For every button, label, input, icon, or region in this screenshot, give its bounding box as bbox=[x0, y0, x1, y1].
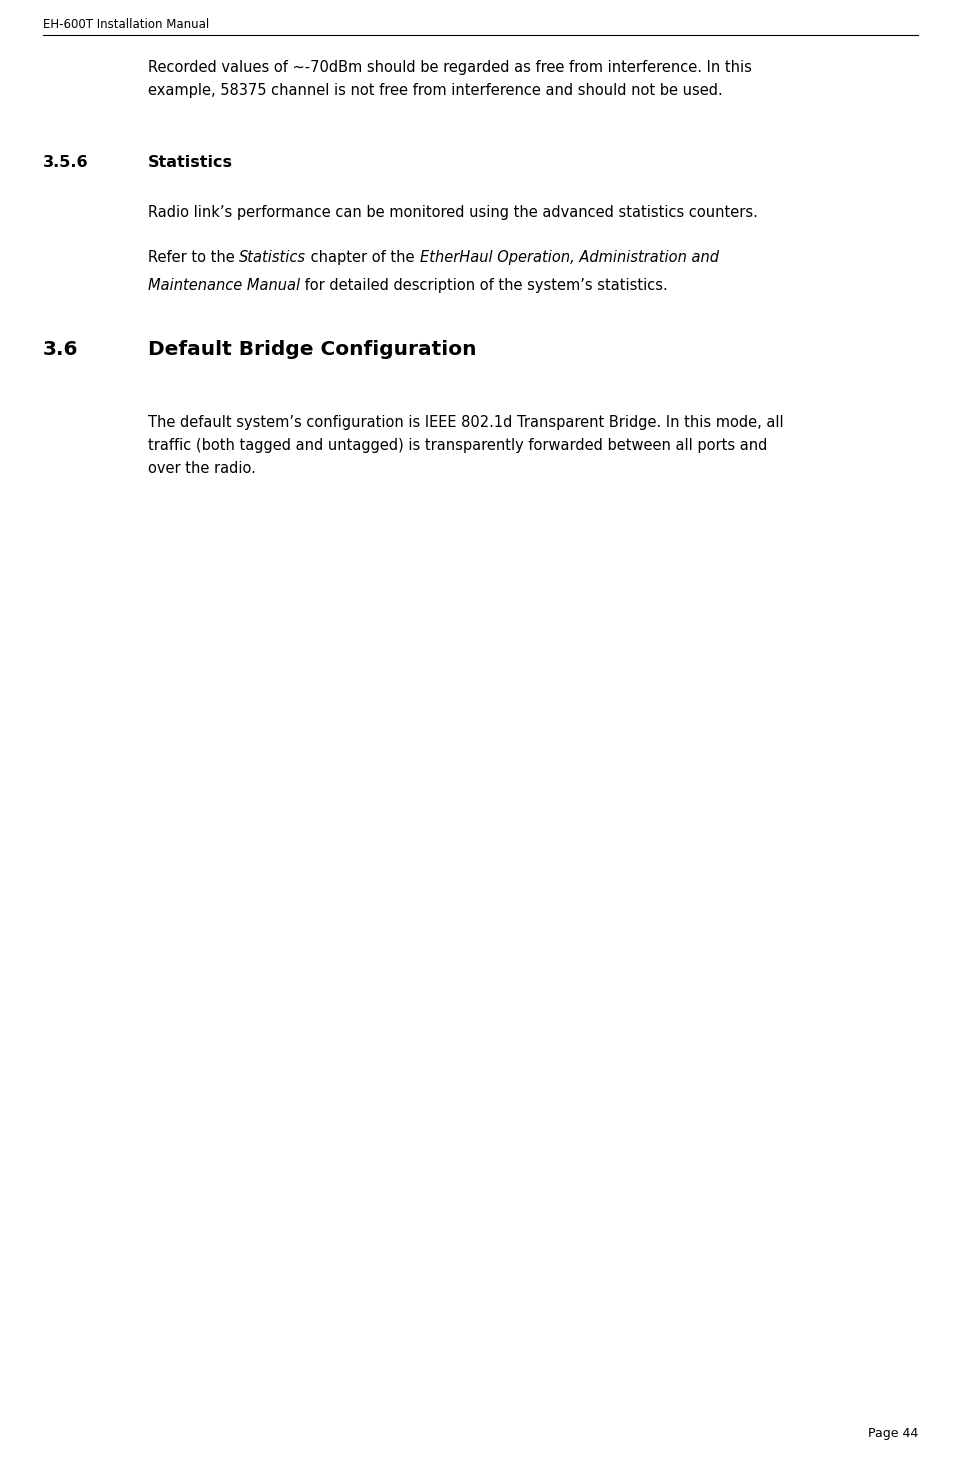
Text: Refer to the: Refer to the bbox=[148, 250, 239, 265]
Text: Statistics: Statistics bbox=[239, 250, 307, 265]
Text: chapter of the: chapter of the bbox=[307, 250, 420, 265]
Text: Default Bridge Configuration: Default Bridge Configuration bbox=[148, 340, 477, 359]
Text: Page 44: Page 44 bbox=[868, 1427, 918, 1441]
Text: The default system’s configuration is IEEE 802.1d Transparent Bridge. In this mo: The default system’s configuration is IE… bbox=[148, 414, 783, 476]
Text: Maintenance Manual: Maintenance Manual bbox=[148, 278, 300, 293]
Text: Radio link’s performance can be monitored using the advanced statistics counters: Radio link’s performance can be monitore… bbox=[148, 205, 758, 220]
Text: Statistics: Statistics bbox=[148, 155, 233, 170]
Text: Recorded values of ~-70dBm should be regarded as free from interference. In this: Recorded values of ~-70dBm should be reg… bbox=[148, 60, 752, 98]
Text: EtherHaul Operation, Administration and: EtherHaul Operation, Administration and bbox=[420, 250, 719, 265]
Text: 3.5.6: 3.5.6 bbox=[43, 155, 88, 170]
Text: EH-600T Installation Manual: EH-600T Installation Manual bbox=[43, 18, 209, 31]
Text: for detailed description of the system’s statistics.: for detailed description of the system’s… bbox=[300, 278, 668, 293]
Text: 3.6: 3.6 bbox=[43, 340, 79, 359]
